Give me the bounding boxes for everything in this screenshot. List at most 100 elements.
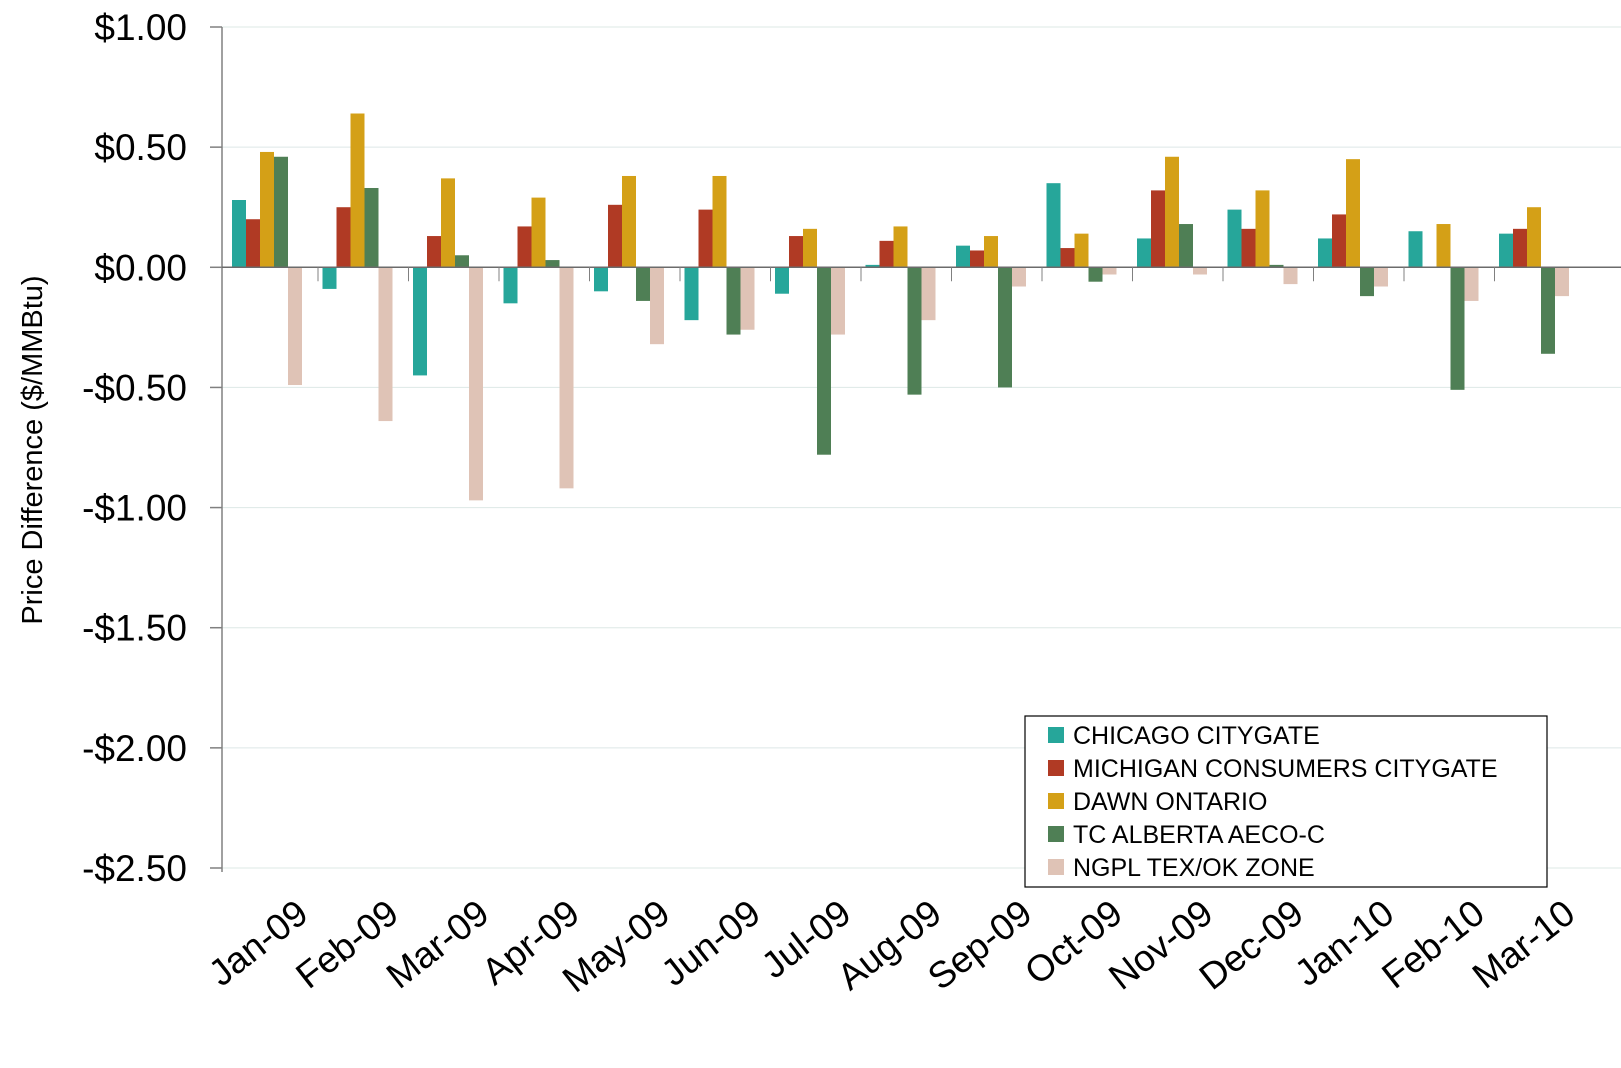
y-axis-title: Price Difference ($/MMBtu) [17, 275, 49, 624]
x-axis-labels: Jan-09Feb-09Mar-09Apr-09May-09Jun-09Jul-… [201, 892, 1582, 1000]
bar-michigan-consumers-citygate-sep-09 [970, 250, 984, 268]
bar-michigan-consumers-citygate-feb-09 [336, 207, 351, 268]
bars [232, 113, 1569, 501]
bar-tc-alberta-aeco-c-jan-10 [1360, 267, 1374, 297]
bar-chicago-citygate-apr-09 [503, 267, 518, 304]
bar-ngpl-tex-ok-zone-aug-09 [921, 267, 936, 321]
bar-ngpl-tex-ok-zone-feb-09 [378, 267, 393, 422]
x-tick-label: Sep-09 [920, 892, 1039, 998]
x-tick-label: Dec-09 [1192, 892, 1311, 998]
bar-michigan-consumers-citygate-mar-10 [1513, 228, 1527, 268]
bar-tc-alberta-aeco-c-jan-09 [274, 156, 288, 268]
legend-label: NGPL TEX/OK ZONE [1073, 854, 1315, 882]
bar-tc-alberta-aeco-c-mar-09 [455, 255, 469, 268]
bar-tc-alberta-aeco-c-dec-09 [1269, 264, 1284, 268]
x-tick-label: Feb-09 [288, 892, 406, 996]
bar-tc-alberta-aeco-c-feb-10 [1450, 267, 1465, 390]
legend-swatch [1048, 760, 1064, 776]
bar-chicago-citygate-jan-10 [1318, 238, 1332, 268]
legend-swatch [1048, 859, 1064, 875]
bar-ngpl-tex-ok-zone-feb-10 [1464, 267, 1479, 301]
bar-michigan-consumers-citygate-dec-09 [1241, 228, 1256, 268]
bar-chicago-citygate-jan-09 [232, 200, 246, 268]
bar-dawn-ontario-dec-09 [1255, 190, 1270, 268]
bar-chicago-citygate-may-09 [594, 267, 608, 292]
bar-tc-alberta-aeco-c-may-09 [636, 267, 650, 301]
bar-ngpl-tex-ok-zone-jan-10 [1374, 267, 1388, 287]
bar-tc-alberta-aeco-c-feb-09 [364, 187, 379, 268]
bar-michigan-consumers-citygate-jul-09 [789, 236, 803, 268]
bar-ngpl-tex-ok-zone-jun-09 [740, 267, 755, 330]
bar-ngpl-tex-ok-zone-oct-09 [1102, 267, 1117, 275]
x-tick-label: Nov-09 [1101, 892, 1220, 998]
bar-tc-alberta-aeco-c-apr-09 [545, 260, 560, 268]
bar-ngpl-tex-ok-zone-sep-09 [1012, 267, 1026, 287]
bar-michigan-consumers-citygate-jun-09 [698, 209, 713, 268]
y-tick-label: $0.00 [94, 247, 187, 288]
bar-chicago-citygate-aug-09 [865, 264, 880, 268]
x-tick-label: Jan-09 [201, 892, 315, 994]
axes [221, 27, 1621, 872]
bar-michigan-consumers-citygate-jan-10 [1332, 214, 1346, 268]
bar-ngpl-tex-ok-zone-mar-10 [1555, 267, 1569, 297]
x-tick-label: Mar-10 [1465, 892, 1583, 996]
y-axis-ticks: $1.00 $0.50 $0.00 -$0.50 -$1.00 -$1.50 -$2.00 -… [82, 7, 222, 889]
legend: CHICAGO CITYGATE MICHIGAN CONSUMERS CITYG… [1024, 715, 1548, 888]
bar-chicago-citygate-mar-10 [1499, 233, 1513, 268]
bar-chicago-citygate-jul-09 [775, 267, 789, 294]
bar-ngpl-tex-ok-zone-may-09 [650, 267, 664, 345]
bar-dawn-ontario-feb-10 [1436, 224, 1451, 268]
bar-dawn-ontario-aug-09 [893, 226, 908, 268]
bar-ngpl-tex-ok-zone-mar-09 [469, 267, 483, 501]
bar-michigan-consumers-citygate-mar-09 [427, 236, 441, 268]
bar-dawn-ontario-may-09 [622, 175, 636, 268]
bar-dawn-ontario-jun-09 [712, 175, 727, 268]
legend-swatch [1048, 826, 1064, 842]
bar-chicago-citygate-mar-09 [413, 267, 427, 376]
bar-ngpl-tex-ok-zone-apr-09 [559, 267, 574, 489]
legend-box [1024, 715, 1548, 888]
bar-dawn-ontario-jan-10 [1346, 159, 1360, 268]
bar-tc-alberta-aeco-c-nov-09 [1179, 224, 1193, 268]
y-tick-label: -$2.00 [82, 728, 187, 769]
bar-michigan-consumers-citygate-jan-09 [246, 219, 260, 268]
bar-chicago-citygate-dec-09 [1227, 209, 1242, 268]
bar-michigan-consumers-citygate-aug-09 [879, 240, 894, 268]
legend-label: MICHIGAN CONSUMERS CITYGATE [1073, 755, 1498, 783]
legend-swatch [1048, 793, 1064, 809]
bar-michigan-consumers-citygate-nov-09 [1151, 190, 1165, 268]
bar-chicago-citygate-nov-09 [1137, 238, 1151, 268]
y-tick-label: -$0.50 [82, 367, 187, 408]
legend-label: TC ALBERTA AECO-C [1073, 821, 1325, 849]
bar-tc-alberta-aeco-c-sep-09 [998, 267, 1012, 388]
x-tick-label: Aug-09 [830, 892, 949, 998]
bar-tc-alberta-aeco-c-jun-09 [726, 267, 741, 335]
bar-dawn-ontario-mar-10 [1527, 207, 1541, 268]
bar-dawn-ontario-jan-09 [260, 151, 274, 268]
bar-michigan-consumers-citygate-may-09 [608, 204, 622, 268]
legend-label: DAWN ONTARIO [1073, 788, 1267, 816]
bar-dawn-ontario-oct-09 [1074, 233, 1089, 268]
bar-dawn-ontario-sep-09 [984, 236, 998, 268]
y-tick-label: $0.50 [94, 127, 187, 168]
y-tick-label: $1.00 [94, 7, 187, 48]
x-tick-label: Mar-09 [379, 892, 497, 996]
bar-tc-alberta-aeco-c-oct-09 [1088, 267, 1103, 282]
bar-michigan-consumers-citygate-oct-09 [1060, 248, 1075, 268]
bar-tc-alberta-aeco-c-mar-10 [1541, 267, 1555, 354]
bar-ngpl-tex-ok-zone-jan-09 [288, 267, 302, 386]
bar-ngpl-tex-ok-zone-jul-09 [831, 267, 845, 335]
bar-tc-alberta-aeco-c-aug-09 [907, 267, 922, 395]
bar-chicago-citygate-jun-09 [684, 267, 699, 321]
bar-chicago-citygate-feb-10 [1408, 231, 1423, 268]
bar-dawn-ontario-jul-09 [803, 228, 817, 268]
bar-michigan-consumers-citygate-apr-09 [517, 226, 532, 268]
bar-dawn-ontario-feb-09 [350, 113, 365, 268]
legend-label: CHICAGO CITYGATE [1073, 722, 1320, 750]
bar-ngpl-tex-ok-zone-nov-09 [1193, 267, 1207, 275]
bar-chicago-citygate-oct-09 [1046, 183, 1061, 268]
x-tick-label: Jun-09 [654, 892, 768, 994]
bar-ngpl-tex-ok-zone-dec-09 [1283, 267, 1298, 285]
x-tick-label: Feb-10 [1374, 892, 1492, 996]
